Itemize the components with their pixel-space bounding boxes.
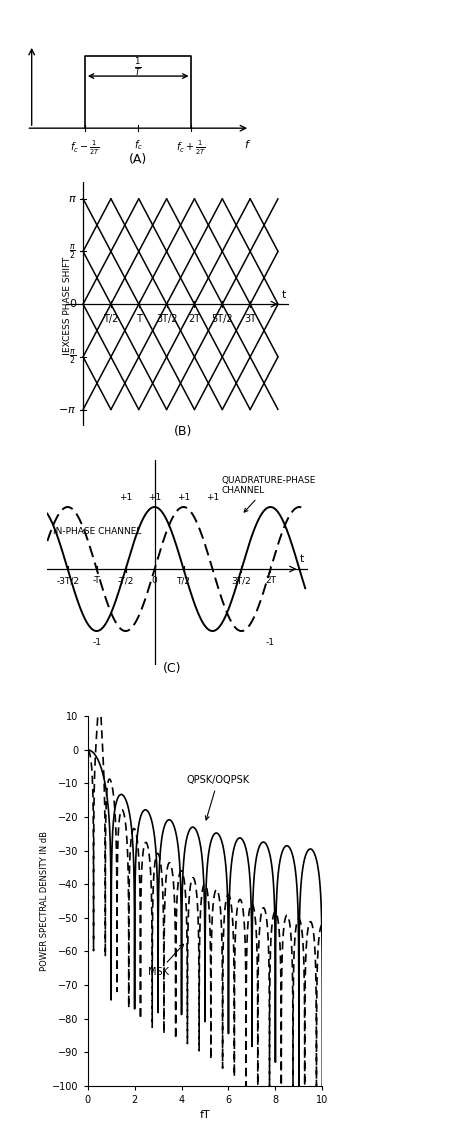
Text: +1: +1	[206, 493, 219, 503]
Text: $f_c - \frac{1}{2T}$: $f_c - \frac{1}{2T}$	[70, 139, 100, 157]
Text: QUADRATURE-PHASE
CHANNEL: QUADRATURE-PHASE CHANNEL	[221, 476, 316, 512]
Text: 2T: 2T	[265, 576, 276, 586]
Text: +1: +1	[119, 493, 132, 503]
Text: 2T: 2T	[188, 314, 201, 324]
Text: -1: -1	[92, 639, 101, 647]
Text: $\pi$: $\pi$	[67, 193, 76, 204]
Text: t: t	[282, 290, 286, 300]
Text: EXCESS PHASE SHIFT: EXCESS PHASE SHIFT	[63, 257, 72, 351]
Text: $f_c + \frac{1}{2T}$: $f_c + \frac{1}{2T}$	[176, 139, 207, 157]
Text: IN-PHASE CHANNEL: IN-PHASE CHANNEL	[53, 528, 142, 537]
Text: MSK: MSK	[147, 945, 183, 977]
Text: (C): (C)	[163, 662, 181, 675]
Text: T/2: T/2	[103, 314, 118, 324]
Text: T: T	[136, 314, 142, 324]
Y-axis label: POWER SPECTRAL DENSITY IN dB: POWER SPECTRAL DENSITY IN dB	[40, 831, 49, 971]
Text: $-\pi$: $-\pi$	[58, 405, 76, 415]
X-axis label: fT: fT	[200, 1111, 210, 1120]
Text: 3T/2: 3T/2	[232, 576, 251, 586]
Text: $\frac{\pi}{2}$: $\frac{\pi}{2}$	[69, 242, 76, 260]
Text: (B): (B)	[174, 425, 192, 438]
Text: t: t	[300, 554, 304, 564]
Text: T/2: T/2	[176, 576, 191, 586]
Text: +1: +1	[148, 493, 161, 503]
Text: 5T/2: 5T/2	[211, 314, 233, 324]
Text: $f_c$: $f_c$	[134, 139, 143, 152]
Text: +1: +1	[177, 493, 190, 503]
Text: (A): (A)	[129, 152, 147, 166]
Text: -T/2: -T/2	[118, 576, 134, 586]
Text: 3T: 3T	[244, 314, 256, 324]
Text: 3T/2: 3T/2	[156, 314, 177, 324]
Text: -3T/2: -3T/2	[56, 576, 79, 586]
Text: 0: 0	[69, 299, 76, 309]
Text: -1: -1	[266, 639, 275, 647]
Text: $-\frac{\pi}{2}$: $-\frac{\pi}{2}$	[60, 348, 76, 366]
Text: $\frac{1}{T}$: $\frac{1}{T}$	[134, 56, 142, 77]
Text: QPSK/OQPSK: QPSK/OQPSK	[186, 775, 249, 820]
Text: -T: -T	[93, 576, 100, 586]
Text: 0: 0	[152, 576, 157, 586]
Text: $f$: $f$	[244, 139, 251, 150]
